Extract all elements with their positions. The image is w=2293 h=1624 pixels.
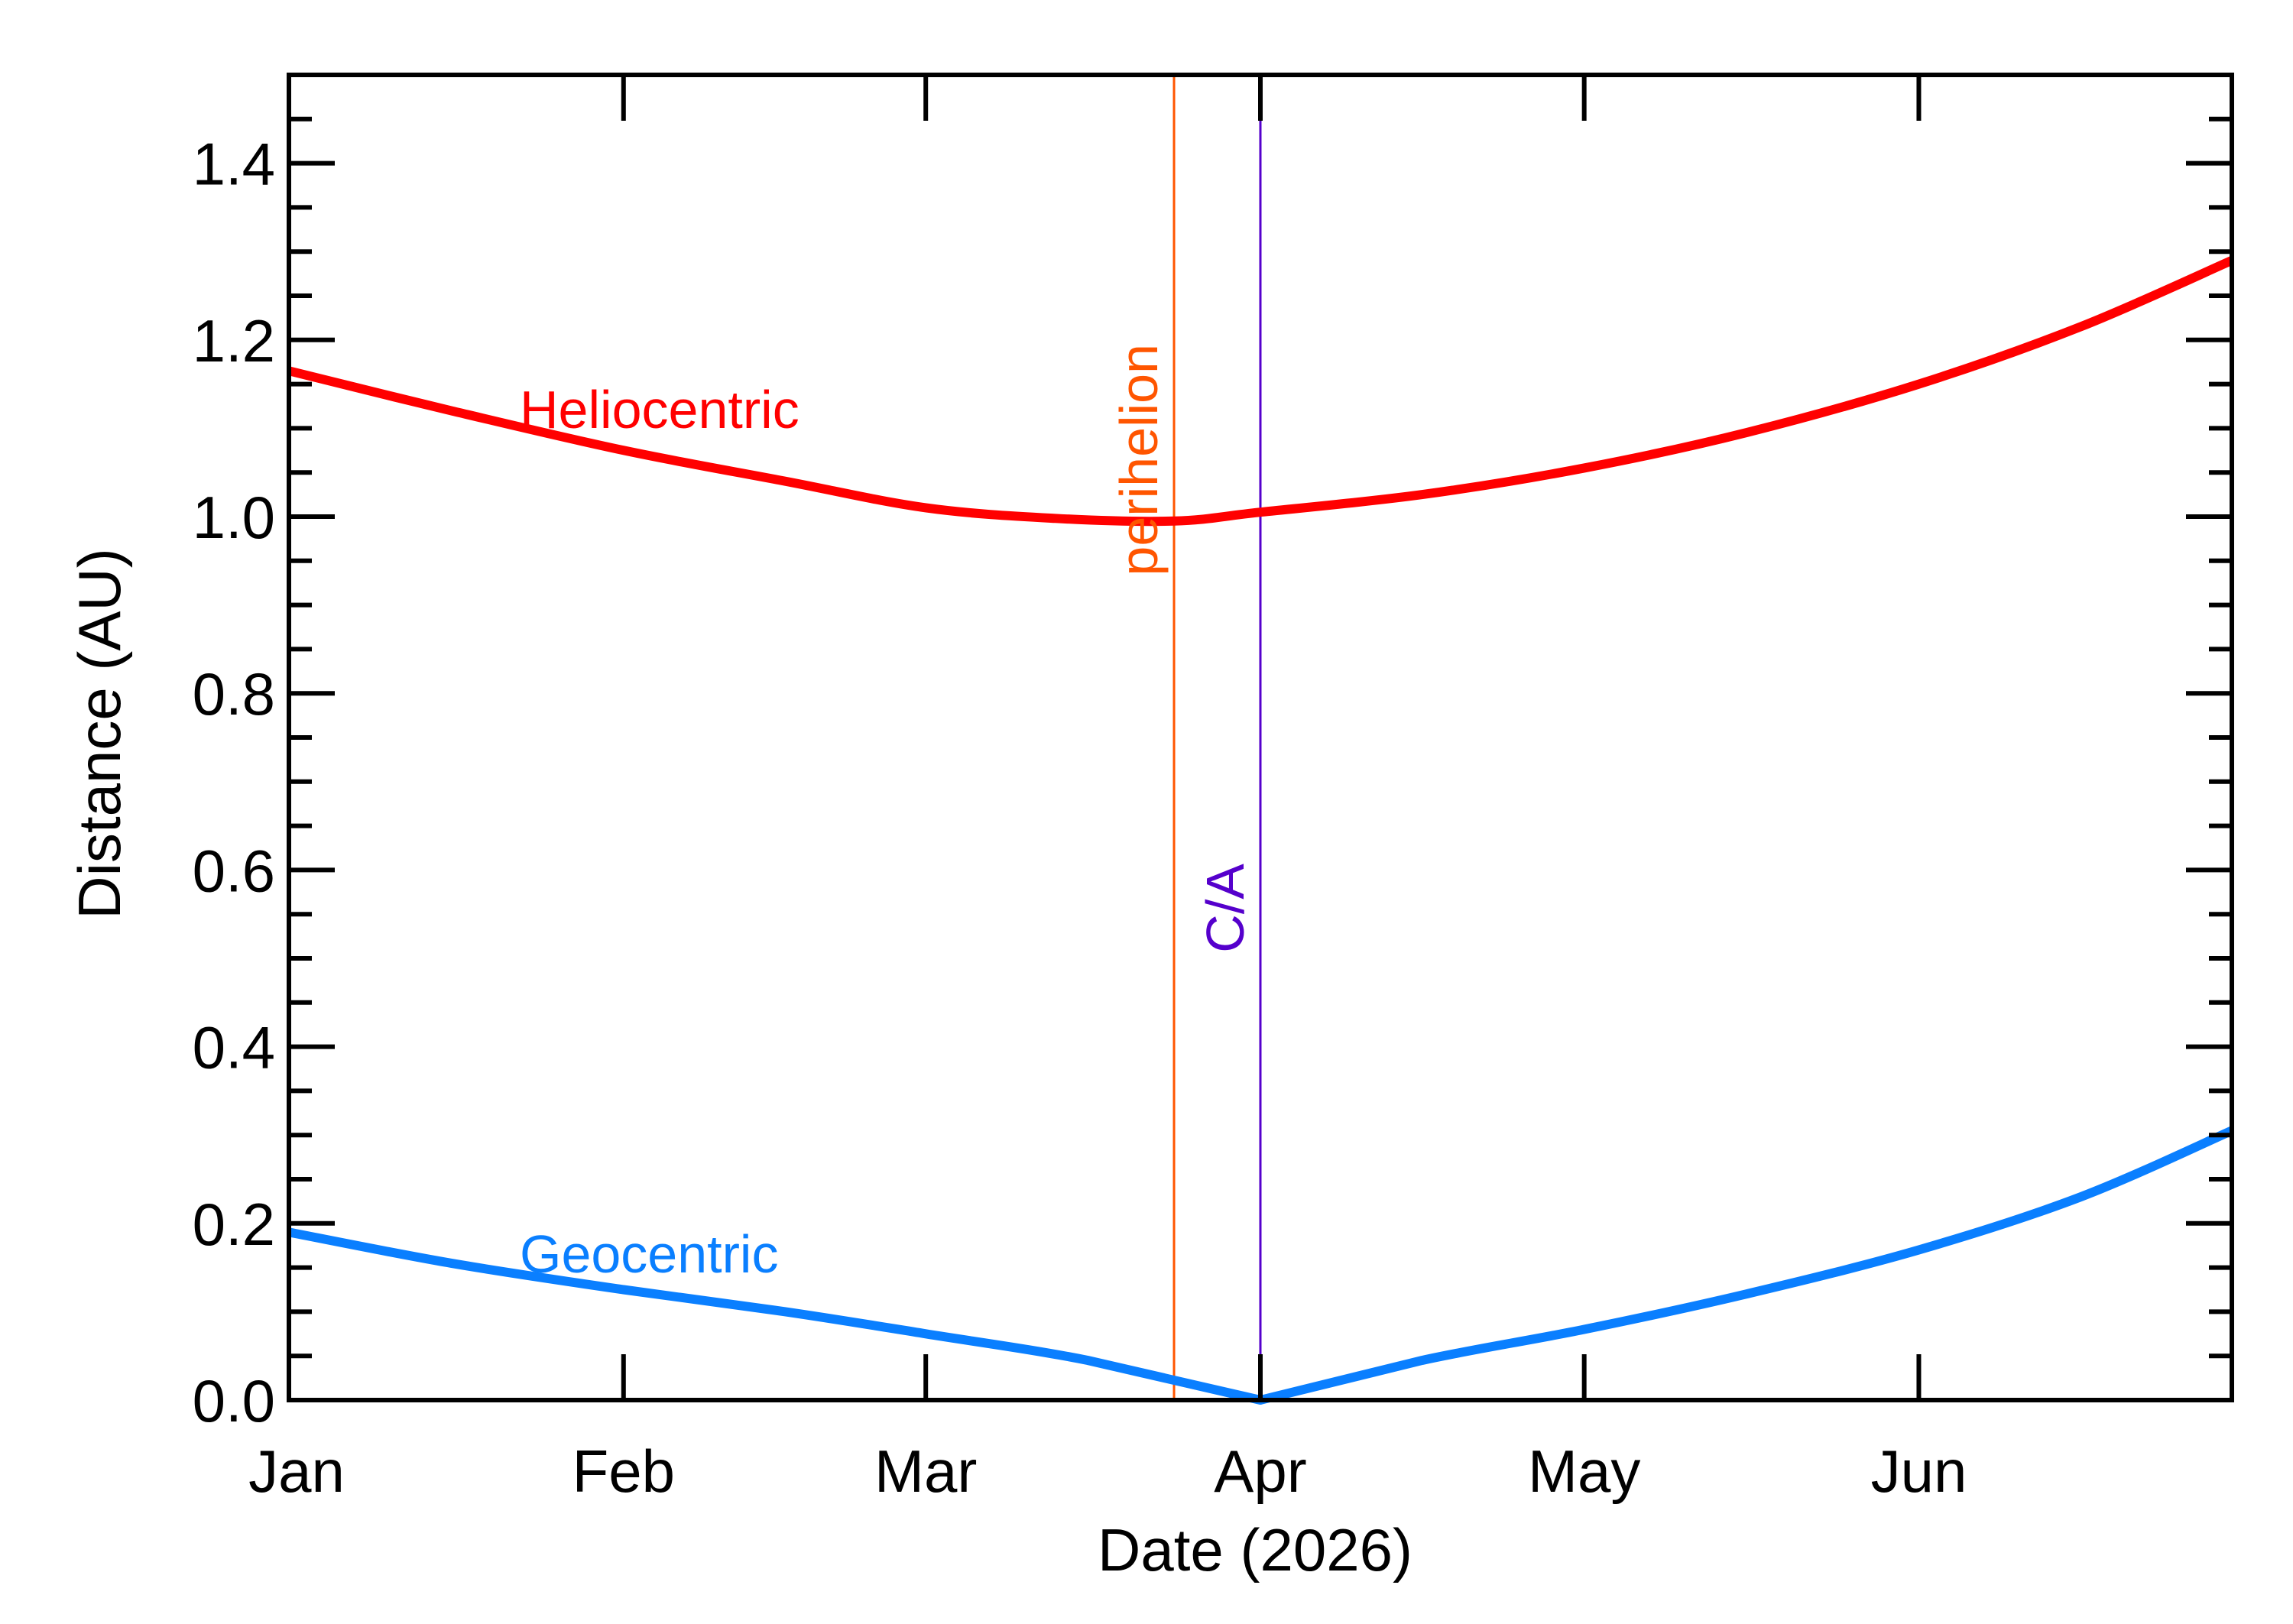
- y-tick-label: 1.4: [193, 131, 275, 198]
- y-axis-title: Distance (AU): [66, 548, 133, 919]
- series-label-geocentric: Geocentric: [520, 1224, 778, 1284]
- x-tick-label: Apr: [1214, 1438, 1306, 1505]
- y-tick-label: 0.2: [193, 1191, 275, 1258]
- axis-ticks: [287, 73, 2232, 1402]
- x-tick-label: Jun: [1871, 1438, 1967, 1505]
- y-tick-label: 0.8: [193, 660, 275, 728]
- series-label-heliocentric: Heliocentric: [520, 380, 799, 439]
- x-tick-label: Feb: [572, 1438, 675, 1505]
- y-tick-label: 1.0: [193, 484, 275, 551]
- tick-labels: Jan Feb Mar Apr May Jun 0.0 0.2 0.4 0.6 0.8 1.0 1.2 1…: [193, 131, 1967, 1505]
- y-tick-label: 1.2: [193, 307, 275, 374]
- marker-label-c-a: C/A: [1195, 864, 1255, 953]
- series-line-geocentric: [287, 1126, 2234, 1405]
- series-line-heliocentric: [287, 256, 2234, 527]
- series-lines: [287, 256, 2234, 1405]
- y-tick-label: 0.0: [193, 1367, 275, 1434]
- x-tick-label: May: [1528, 1438, 1640, 1505]
- x-tick-label: Jan: [248, 1438, 345, 1505]
- y-tick-label: 0.4: [193, 1014, 275, 1081]
- marker-label-perihelion: perihelion: [1109, 344, 1169, 576]
- annotations: Heliocentric Geocentric perihelion C/A: [520, 344, 1255, 1284]
- x-tick-label: Mar: [874, 1438, 977, 1505]
- marker-lines: [1172, 75, 1262, 1400]
- y-tick-label: 0.6: [193, 837, 275, 904]
- x-axis-title: Date (2026): [1098, 1516, 1412, 1583]
